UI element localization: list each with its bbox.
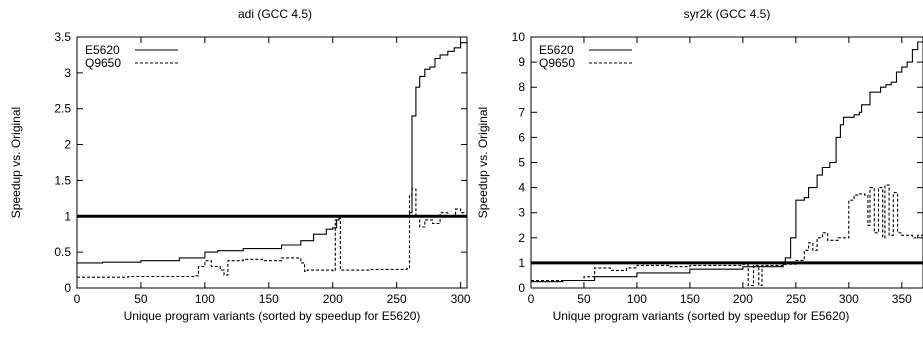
x-tick-label: 200 [733,292,753,306]
y-tick-label: 1 [518,256,525,270]
y-tick-label: 2.5 [54,102,71,116]
x-axis-label: Unique program variants (sorted by speed… [553,309,850,323]
x-tick-label: 50 [577,292,591,306]
y-tick-label: 1.5 [54,173,71,187]
x-axis-label: Unique program variants (sorted by speed… [124,309,421,323]
series-line-q9650 [531,184,923,287]
y-tick-label: 2 [518,231,525,245]
legend-label-e5620: E5620 [539,43,574,57]
y-tick-label: 7 [518,105,525,119]
x-tick-label: 250 [786,292,806,306]
legend-label-q9650: Q9650 [85,56,121,70]
y-tick-label: 0 [518,281,525,295]
chart-panel-1: adi (GCC 4.5) 0 0.5 1 1.5 2 2.5 3 3.5 0 50 100 150 20… [9,7,471,323]
plot-frame [76,36,468,289]
x-tick-label: 150 [680,292,700,306]
series-line-q9650 [77,188,467,278]
x-tick-label: 300 [451,292,471,306]
x-tick-label: 100 [627,292,647,306]
y-tick-label: 3 [64,66,71,80]
y-tick-label: 4 [518,181,525,195]
chart-title: syr2k (GCC 4.5) [684,7,771,21]
y-axis-label: Speedup vs. Original [476,107,490,218]
x-tick-label: 250 [387,292,407,306]
y-tick-label: 3 [518,206,525,220]
y-tick-label: 0.5 [54,245,71,259]
y-tick-label: 1 [64,209,71,223]
series-line-e5620 [531,37,923,283]
x-tick-label: 300 [839,292,859,306]
y-tick-label: 8 [518,80,525,94]
y-tick-label: 9 [518,55,525,69]
x-tick-label: 350 [892,292,912,306]
x-tick-label: 0 [74,292,81,306]
legend-label-e5620: E5620 [85,43,120,57]
y-tick-label: 6 [518,130,525,144]
x-tick-label: 50 [134,292,148,306]
y-axis-label: Speedup vs. Original [9,107,23,218]
x-tick-label: 100 [195,292,215,306]
x-tick-label: 0 [528,292,535,306]
y-tick-label: 2 [64,138,71,152]
y-tick-label: 3.5 [54,30,71,44]
y-tick-label: 0 [64,281,71,295]
chart-title: adi (GCC 4.5) [238,7,312,21]
plot-frame [530,36,923,289]
x-tick-label: 150 [259,292,279,306]
y-tick-label: 5 [518,156,525,170]
series-line-e5620 [77,40,467,264]
x-tick-label: 200 [323,292,343,306]
legend-label-q9650: Q9650 [539,56,575,70]
y-tick-label: 10 [512,30,526,44]
